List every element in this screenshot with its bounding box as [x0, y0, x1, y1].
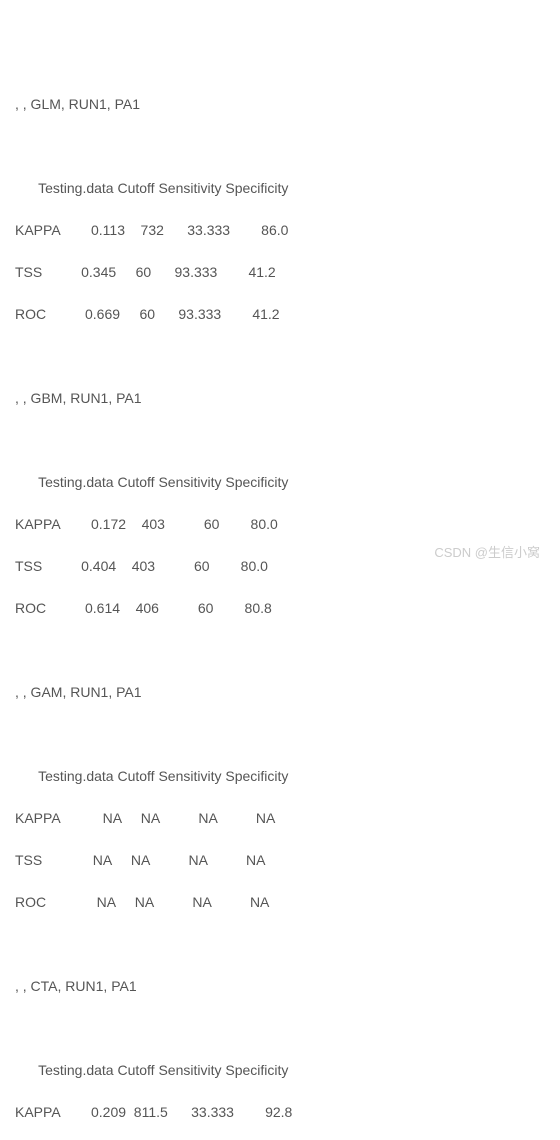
- blank-line: [15, 136, 545, 157]
- blank-line: [15, 640, 545, 661]
- table-row: ROC 0.614 406 60 80.8: [15, 598, 545, 619]
- table-row: KAPPA 0.172 403 60 80.0: [15, 514, 545, 535]
- table-row: TSS NA NA NA NA: [15, 850, 545, 871]
- table-row: KAPPA NA NA NA NA: [15, 808, 545, 829]
- blank-line: [15, 1018, 545, 1039]
- column-header: Testing.data Cutoff Sensitivity Specific…: [15, 766, 545, 787]
- blank-line: [15, 346, 545, 367]
- blank-line: [15, 724, 545, 745]
- block-header: , , GAM, RUN1, PA1: [15, 682, 545, 703]
- table-row: TSS 0.345 60 93.333 41.2: [15, 262, 545, 283]
- block-header: , , CTA, RUN1, PA1: [15, 976, 545, 997]
- column-header: Testing.data Cutoff Sensitivity Specific…: [15, 472, 545, 493]
- blank-line: [15, 934, 545, 955]
- block-header: , , GLM, RUN1, PA1: [15, 94, 545, 115]
- block-header: , , GBM, RUN1, PA1: [15, 388, 545, 409]
- blank-line: [15, 430, 545, 451]
- watermark: CSDN @生信小窝: [434, 543, 540, 563]
- table-row: KAPPA 0.113 732 33.333 86.0: [15, 220, 545, 241]
- column-header: Testing.data Cutoff Sensitivity Specific…: [15, 1060, 545, 1081]
- table-row: KAPPA 0.209 811.5 33.333 92.8: [15, 1102, 545, 1123]
- table-row: ROC NA NA NA NA: [15, 892, 545, 913]
- column-header: Testing.data Cutoff Sensitivity Specific…: [15, 178, 545, 199]
- table-row: ROC 0.669 60 93.333 41.2: [15, 304, 545, 325]
